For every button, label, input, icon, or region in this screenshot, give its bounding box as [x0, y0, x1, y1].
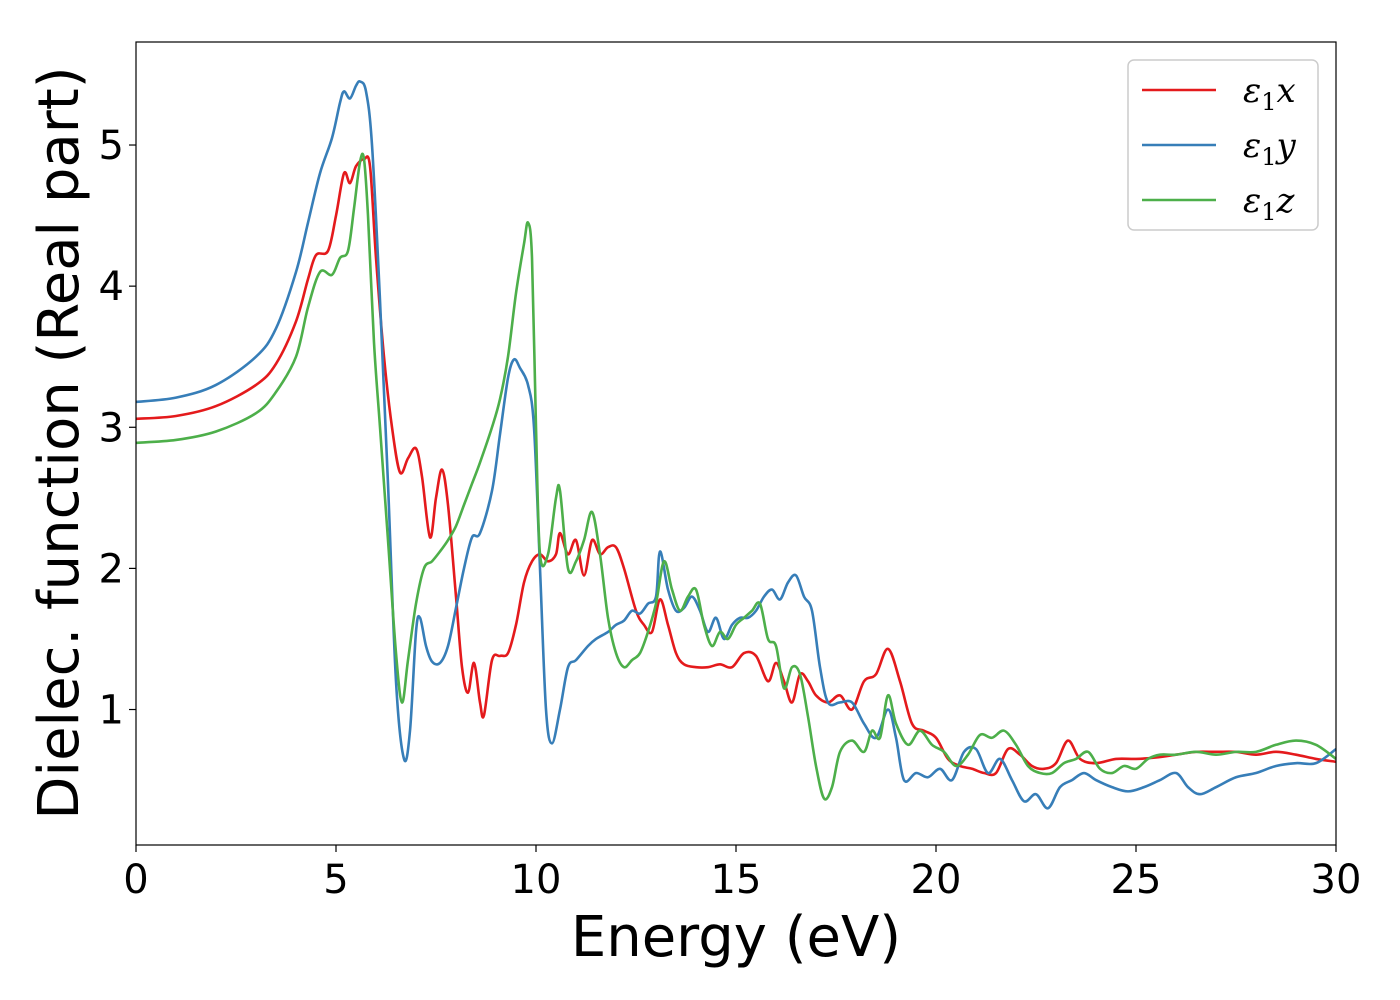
series-line-z	[135, 152, 1337, 801]
y-axis-ticks: 1 2 3 4 5	[99, 123, 136, 734]
x-axis-title: Energy (eV)	[571, 905, 901, 970]
y-tick-label: 4	[99, 264, 124, 310]
x-tick-label: 25	[1111, 857, 1162, 903]
x-tick-label: 20	[911, 857, 962, 903]
legend-label-y: ε1y	[1243, 126, 1297, 171]
x-axis-ticks: 0 5 10 15 20 25 30	[123, 845, 1361, 903]
x-tick-label: 10	[511, 857, 562, 903]
x-tick-label: 0	[123, 857, 148, 903]
legend: ε1x ε1y ε1z	[1127, 59, 1319, 231]
series-layer	[135, 80, 1337, 810]
legend-label-x: ε1x	[1243, 71, 1296, 116]
x-tick-label: 30	[1311, 857, 1362, 903]
y-tick-label: 1	[99, 688, 124, 734]
legend-box	[1127, 59, 1319, 231]
x-tick-label: 5	[323, 857, 348, 903]
legend-label-z: ε1z	[1243, 181, 1296, 226]
y-axis-title: Dielec. function (Real part)	[27, 66, 92, 819]
x-tick-label: 15	[711, 857, 762, 903]
y-tick-label: 2	[99, 546, 124, 592]
y-tick-label: 3	[99, 405, 124, 451]
y-tick-label: 5	[99, 123, 124, 169]
